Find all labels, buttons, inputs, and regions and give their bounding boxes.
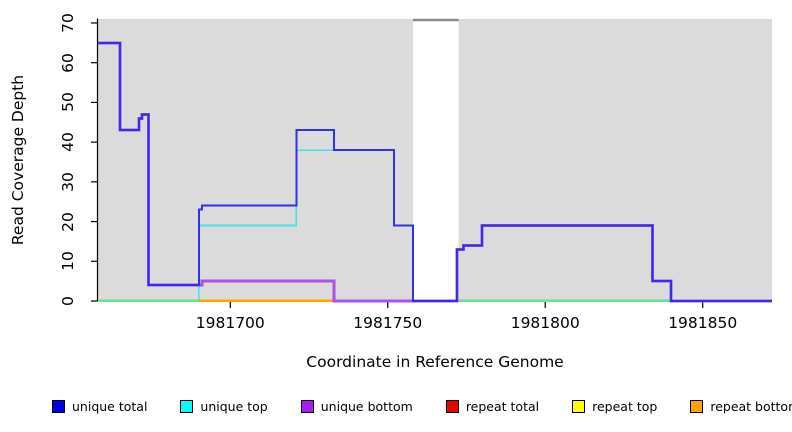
legend-label-unique-total: unique total [72,398,148,414]
legend-swatch-unique-total [52,399,65,413]
legend-swatch-repeat-bottom [690,399,704,413]
y-tick-label-0: 0 [59,296,77,306]
x-tick-label-1981700: 1981700 [195,314,265,332]
legend-item-repeat-top: repeat top [572,399,657,414]
legend-item-unique-total: unique total [52,399,147,414]
legend-label-repeat-top: repeat top [592,398,658,414]
legend-label-unique-top: unique top [200,398,268,414]
legend: unique total unique top unique bottom repea… [0,395,792,417]
legend-swatch-repeat-total [445,399,459,413]
y-tick-label-30: 30 [59,171,77,192]
x-tick-label-1981800: 1981800 [510,314,580,332]
legend-item-unique-bottom: unique bottom [300,398,413,414]
x-tick-label-1981850: 1981850 [668,314,738,332]
gap-region [412,19,459,301]
y-tick-label-10: 10 [59,251,77,272]
y-axis-title: Read Coverage Depth [9,74,27,246]
legend-swatch-unique-top [180,399,194,413]
legend-label-repeat-bottom: repeat bottom [710,398,792,414]
legend-swatch-repeat-top [572,399,586,413]
legend-label-repeat-total: repeat total [465,398,540,414]
legend-item-repeat-total: repeat total [445,398,540,414]
legend-swatch-unique-bottom [300,399,314,413]
legend-label-unique-bottom: unique bottom [320,398,413,414]
legend-item-unique-top: unique top [180,398,268,414]
series-line-unique-total [98,41,772,302]
x-axis-title: Coordinate in Reference Genome [306,353,564,371]
y-tick-label-40: 40 [59,132,77,152]
y-tick-label-70: 70 [59,13,77,33]
y-tick-label-20: 20 [59,211,77,232]
y-tick-label-50: 50 [59,92,77,113]
legend-item-repeat-bottom: repeat bottom [690,399,792,414]
x-tick-label-1981750: 1981750 [353,314,423,332]
y-tick-label-60: 60 [59,52,77,73]
